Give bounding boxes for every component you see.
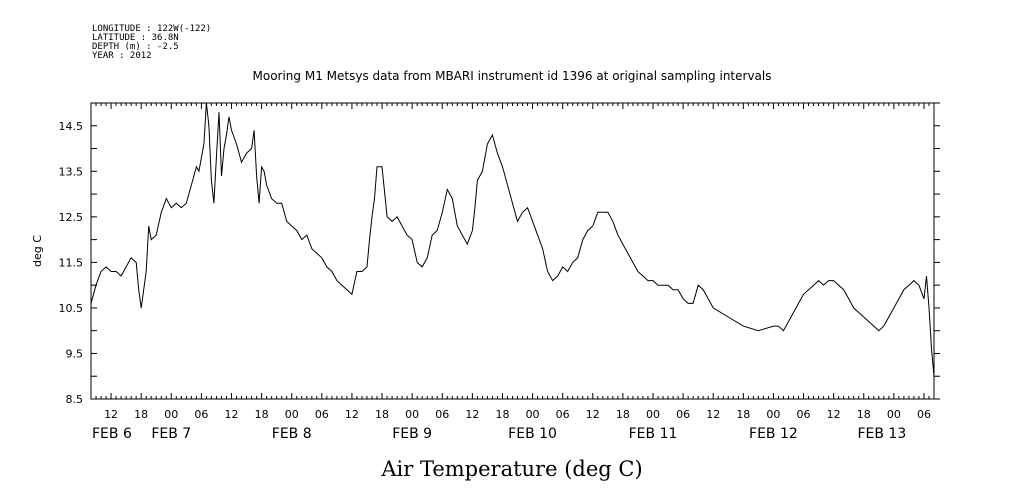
x-tick-label: 12: [706, 408, 720, 421]
x-day-label: FEB 6: [92, 426, 132, 442]
x-day-label: FEB 13: [857, 426, 906, 442]
y-tick-label: 11.5: [59, 256, 84, 269]
x-tick-label: 12: [104, 408, 118, 421]
latitude-label: LATITUDE : 36.8N: [92, 33, 179, 43]
x-day-label: FEB 12: [749, 426, 798, 442]
x-tick-label: 00: [405, 408, 419, 421]
x-tick-label: 00: [887, 408, 901, 421]
chart-title: Mooring M1 Metsys data from MBARI instru…: [253, 69, 772, 83]
x-tick-label: 12: [465, 408, 479, 421]
x-tick-label: 06: [315, 408, 329, 421]
x-tick-label: 12: [225, 408, 239, 421]
x-tick-label: 00: [164, 408, 178, 421]
x-tick-label: 18: [134, 408, 148, 421]
x-tick-label: 00: [766, 408, 780, 421]
y-axis-label: deg C: [31, 235, 44, 267]
x-day-label: FEB 8: [272, 426, 312, 442]
x-tick-label: 12: [345, 408, 359, 421]
metadata-block: LONGITUDE : 122W(-122) LATITUDE : 36.8N …: [92, 24, 211, 61]
y-tick-label: 8.5: [66, 393, 84, 406]
x-day-label: FEB 7: [151, 426, 191, 442]
x-tick-label: 18: [736, 408, 750, 421]
x-tick-label: 00: [285, 408, 299, 421]
x-tick-label: 00: [646, 408, 660, 421]
x-tick-label: 06: [797, 408, 811, 421]
y-tick-label: 9.5: [66, 347, 84, 360]
y-tick-label: 12.5: [59, 211, 84, 224]
depth-label: DEPTH (m) : -2.5: [92, 42, 179, 52]
x-tick-label: 06: [556, 408, 570, 421]
y-tick-label: 13.5: [59, 165, 84, 178]
x-tick-label: 18: [857, 408, 871, 421]
x-tick-label: 12: [827, 408, 841, 421]
series-line: [90, 102, 935, 377]
x-tick-label: 18: [616, 408, 630, 421]
x-tick-label: 00: [526, 408, 540, 421]
x-tick-label: 06: [194, 408, 208, 421]
x-tick-label: 18: [375, 408, 389, 421]
x-day-label: FEB 10: [508, 426, 557, 442]
year-label: YEAR : 2012: [92, 51, 152, 61]
y-tick-label: 10.5: [59, 302, 84, 315]
x-tick-label: 12: [586, 408, 600, 421]
axes: 12 18 00 06 12 18 00 06 12 18 00 06 12 18 00 06 12 18 00 06…: [59, 102, 940, 442]
x-day-label: FEB 11: [629, 426, 678, 442]
x-tick-label: 18: [495, 408, 509, 421]
chart-caption: Air Temperature (deg C): [380, 457, 642, 481]
x-tick-label: 06: [435, 408, 449, 421]
x-tick-label: 18: [255, 408, 269, 421]
longitude-label: LONGITUDE : 122W(-122): [92, 24, 211, 34]
y-tick-label: 14.5: [59, 120, 84, 133]
x-tick-label: 06: [917, 408, 931, 421]
x-tick-label: 06: [676, 408, 690, 421]
x-day-label: FEB 9: [392, 426, 432, 442]
